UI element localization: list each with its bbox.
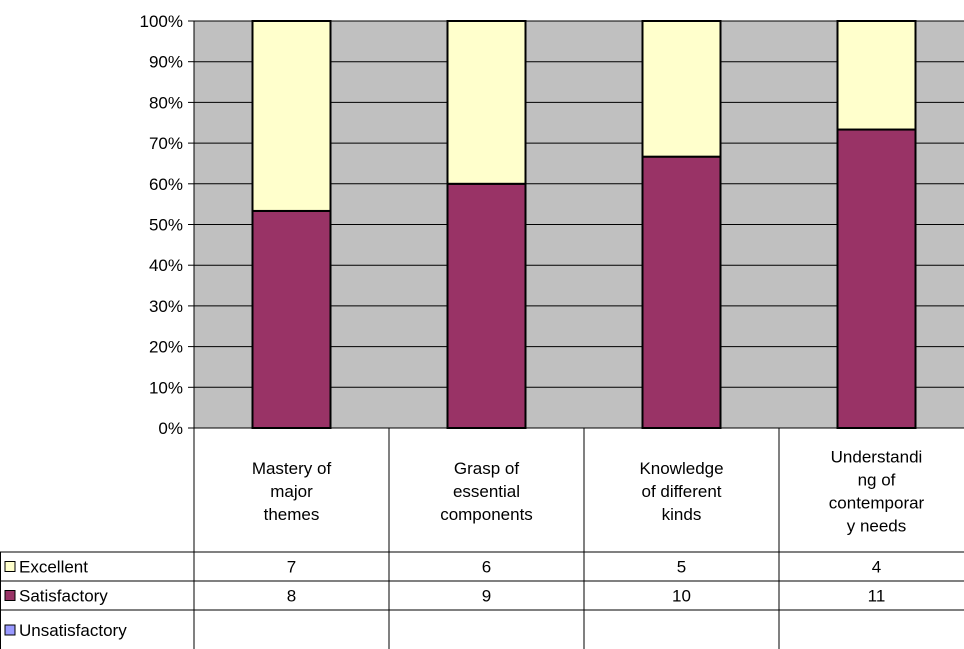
x-category-label: of different [641, 482, 721, 501]
legend-key-unsatisfactory [4, 624, 16, 636]
data-table-value: 7 [287, 558, 296, 577]
legend-label-satisfactory: Satisfactory [19, 587, 108, 606]
bar-satisfactory-4 [836, 128, 917, 430]
y-tick-label: 20% [149, 338, 183, 357]
bar-excellent-1 [251, 20, 332, 212]
data-table-value: 9 [482, 587, 491, 606]
x-category-label: major [270, 482, 313, 501]
x-category-label: kinds [662, 505, 702, 524]
bar-satisfactory-3 [641, 155, 722, 430]
data-table-value: 11 [868, 587, 886, 606]
x-category-label: themes [264, 505, 320, 524]
y-tick-label: 80% [149, 93, 183, 112]
data-table-value: 8 [287, 587, 296, 606]
x-category-label: contemporar [829, 494, 925, 513]
bar-satisfactory-1 [251, 209, 332, 429]
y-tick-label: 90% [149, 53, 183, 72]
data-table-value: 4 [872, 558, 881, 577]
y-tick-label: 40% [149, 256, 183, 275]
legend-label-unsatisfactory: Unsatisfactory [19, 621, 127, 640]
legend-key-excellent [4, 561, 16, 572]
y-tick-label: 10% [149, 378, 183, 397]
x-category-label: Understandi [831, 448, 923, 467]
bar-excellent-3 [641, 20, 722, 158]
x-category-label: components [440, 505, 533, 524]
x-category-label: essential [453, 482, 520, 501]
bar-satisfactory-2 [446, 182, 527, 429]
data-table-value: 5 [677, 558, 686, 577]
y-tick-label: 100% [140, 12, 183, 31]
x-category-label: Knowledge [639, 459, 723, 478]
data-table-value: 10 [672, 587, 691, 606]
bar-excellent-2 [446, 20, 527, 185]
legend-label-excellent: Excellent [19, 558, 88, 577]
x-category-label: Mastery of [252, 459, 332, 478]
legend-key-satisfactory [4, 590, 16, 601]
y-tick-label: 70% [149, 134, 183, 153]
x-category-label: ng of [858, 471, 896, 490]
data-table-value: 6 [482, 558, 491, 577]
y-tick-label: 50% [149, 216, 183, 235]
y-tick-label: 0% [158, 419, 183, 438]
bar-excellent-4 [836, 20, 917, 131]
y-tick-label: 30% [149, 297, 183, 316]
x-category-label: y needs [847, 517, 907, 536]
y-tick-label: 60% [149, 175, 183, 194]
x-category-label: Grasp of [454, 459, 519, 478]
